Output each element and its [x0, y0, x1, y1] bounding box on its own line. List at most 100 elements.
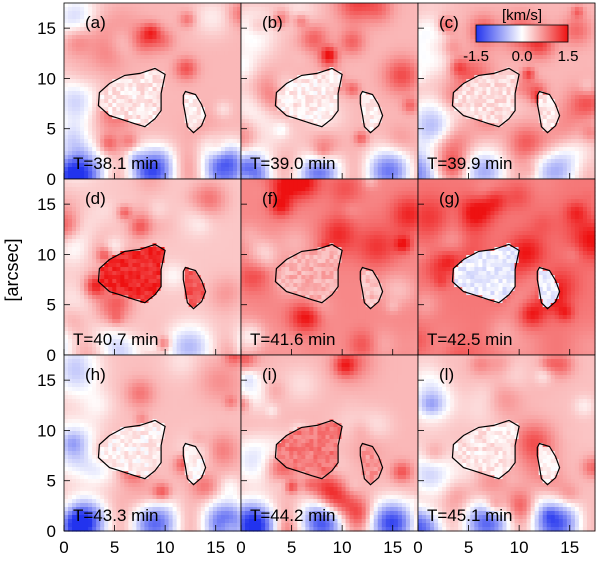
velocity-cell: [478, 151, 483, 156]
velocity-cell: [168, 95, 174, 100]
velocity-cell: [68, 79, 73, 84]
velocity-cell: [458, 103, 463, 108]
velocity-cell: [253, 119, 258, 124]
velocity-cell: [92, 171, 97, 176]
velocity-cell: [450, 135, 455, 140]
velocity-cell: [180, 127, 186, 132]
velocity-cell: [208, 39, 214, 44]
velocity-cell: [236, 11, 242, 16]
velocity-cell: [249, 11, 254, 16]
velocity-cell: [349, 19, 355, 24]
velocity-cell: [84, 175, 89, 180]
velocity-cell: [377, 147, 383, 152]
velocity-cell: [132, 143, 138, 148]
velocity-cell: [208, 115, 214, 120]
velocity-cell: [510, 43, 516, 48]
velocity-cell: [180, 143, 186, 148]
velocity-cell: [261, 35, 266, 40]
velocity-cell: [144, 43, 150, 48]
velocity-cell: [257, 3, 262, 8]
velocity-cell: [365, 27, 371, 32]
velocity-cell: [116, 35, 121, 40]
velocity-cell: [220, 171, 226, 176]
velocity-cell: [442, 59, 447, 64]
velocity-cell: [490, 107, 496, 112]
velocity-cell: [72, 79, 77, 84]
velocity-cell: [373, 35, 379, 40]
velocity-cell: [422, 87, 427, 92]
velocity-cell: [353, 95, 359, 100]
velocity-cell: [325, 159, 331, 164]
velocity-cell: [64, 35, 69, 40]
velocity-cell: [317, 115, 323, 120]
velocity-cell: [88, 103, 93, 108]
velocity-cell: [506, 155, 512, 160]
velocity-cell: [132, 147, 138, 152]
velocity-cell: [458, 107, 463, 112]
velocity-cell: [164, 139, 170, 144]
velocity-cell: [393, 163, 399, 168]
velocity-cell: [385, 55, 391, 60]
velocity-cell: [494, 107, 500, 112]
velocity-cell: [506, 3, 512, 8]
velocity-cell: [184, 23, 190, 28]
velocity-cell: [208, 163, 214, 168]
velocity-cell: [152, 171, 158, 176]
velocity-cell: [369, 139, 375, 144]
velocity-cell: [273, 131, 278, 136]
velocity-cell: [301, 147, 306, 152]
velocity-cell: [277, 131, 282, 136]
velocity-cell: [373, 75, 379, 80]
velocity-cell: [68, 175, 73, 180]
velocity-cell: [486, 115, 492, 120]
velocity-cell: [297, 47, 302, 52]
velocity-cell: [156, 63, 162, 68]
velocity-cell: [257, 171, 262, 176]
velocity-cell: [450, 23, 455, 28]
velocity-cell: [277, 67, 282, 72]
velocity-cell: [172, 147, 178, 152]
velocity-cell: [245, 23, 250, 28]
velocity-cell: [305, 111, 310, 116]
velocity-cell: [357, 103, 363, 108]
velocity-cell: [369, 115, 375, 120]
velocity-cell: [413, 15, 419, 20]
velocity-cell: [426, 159, 431, 164]
velocity-cell: [341, 67, 347, 72]
velocity-cell: [68, 123, 73, 128]
velocity-cell: [152, 51, 158, 56]
velocity-cell: [397, 87, 403, 92]
velocity-cell: [369, 107, 375, 112]
velocity-cell: [257, 139, 262, 144]
velocity-cell: [385, 3, 391, 8]
velocity-cell: [200, 143, 206, 148]
velocity-cell: [112, 95, 117, 100]
velocity-cell: [232, 147, 238, 152]
velocity-cell: [345, 135, 351, 140]
velocity-cell: [341, 139, 347, 144]
panel-time-label: T=38.1 min: [73, 154, 159, 173]
velocity-cell: [76, 135, 81, 140]
velocity-cell: [450, 11, 455, 16]
velocity-cell: [309, 27, 315, 32]
velocity-cell: [253, 15, 258, 20]
velocity-cell: [490, 167, 496, 172]
velocity-cell: [116, 123, 121, 128]
velocity-cell: [369, 63, 375, 68]
velocity-cell: [140, 83, 146, 88]
velocity-cell: [297, 155, 302, 160]
velocity-cell: [241, 127, 246, 132]
velocity-cell: [422, 159, 427, 164]
velocity-cell: [317, 39, 323, 44]
velocity-cell: [466, 55, 471, 60]
velocity-cell: [144, 131, 150, 136]
velocity-cell: [208, 7, 214, 12]
velocity-cell: [353, 127, 359, 132]
velocity-cell: [261, 111, 266, 116]
velocity-cell: [413, 55, 419, 60]
velocity-cell: [494, 151, 500, 156]
velocity-cell: [470, 35, 475, 40]
velocity-cell: [160, 151, 166, 156]
velocity-cell: [329, 131, 335, 136]
velocity-cell: [446, 99, 451, 104]
